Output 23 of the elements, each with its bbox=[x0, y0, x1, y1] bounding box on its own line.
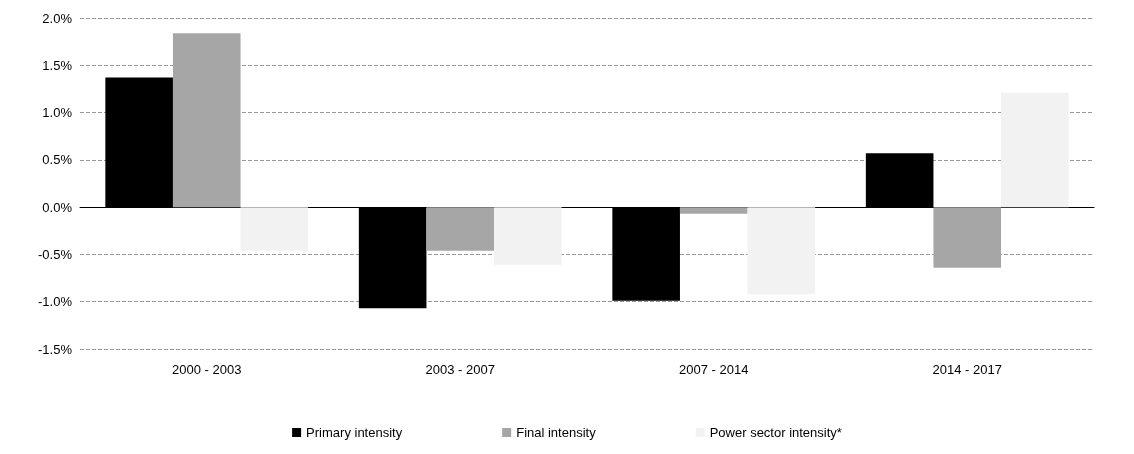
legend-label: Power sector intensity* bbox=[709, 425, 842, 440]
x-tick-label: 2000 - 2003 bbox=[172, 362, 242, 377]
y-tick-label: 0.5% bbox=[42, 152, 73, 168]
y-tick-label: 1.0% bbox=[42, 105, 73, 121]
y-tick-label: 0.0% bbox=[42, 199, 73, 215]
bar bbox=[172, 33, 241, 208]
bar bbox=[747, 207, 816, 295]
legend-label: Final intensity bbox=[516, 425, 597, 440]
y-tick-label: 2.0% bbox=[42, 10, 73, 26]
bar bbox=[679, 207, 748, 214]
y-tick-label: 1.5% bbox=[42, 57, 73, 73]
x-tick-label: 2003 - 2007 bbox=[425, 362, 495, 377]
y-tick-label: -1.0% bbox=[38, 294, 73, 310]
x-tick-label: 2014 - 2017 bbox=[932, 362, 1002, 377]
y-tick-label: -1.5% bbox=[38, 341, 73, 357]
bar bbox=[494, 207, 562, 265]
y-tick-label: -0.5% bbox=[38, 246, 73, 262]
bar bbox=[1001, 92, 1069, 208]
legend-label: Primary intensity bbox=[306, 425, 403, 440]
bar bbox=[426, 207, 495, 251]
x-tick-label: 2007 - 2014 bbox=[679, 362, 749, 377]
bar bbox=[933, 207, 1002, 268]
bar bbox=[240, 207, 309, 251]
